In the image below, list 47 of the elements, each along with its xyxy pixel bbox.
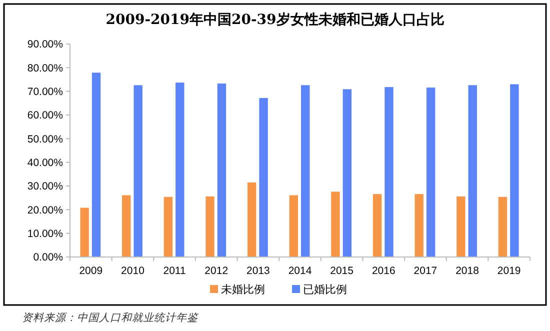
y-tick-label: 70.00% xyxy=(27,86,63,98)
bar xyxy=(122,195,131,257)
x-tick-label: 2012 xyxy=(204,265,228,277)
bar xyxy=(498,196,508,257)
y-tick-label: 50.00% xyxy=(27,133,63,146)
x-tick-label: 2009 xyxy=(79,265,103,277)
bar xyxy=(217,84,226,257)
chart-title: 2009-2019年中国20-39岁女性未婚和已婚人口占比 xyxy=(106,12,444,28)
y-tick-label: 90.00% xyxy=(27,38,63,51)
bar xyxy=(468,85,477,257)
bar xyxy=(414,194,424,257)
x-tick-label: 2010 xyxy=(121,265,145,277)
bar xyxy=(134,85,142,257)
bar xyxy=(176,82,184,257)
x-tick-label: 2019 xyxy=(497,265,521,277)
bar xyxy=(206,196,214,257)
bar xyxy=(301,85,310,257)
bar xyxy=(372,194,382,257)
x-tick-label: 2018 xyxy=(456,265,480,277)
bar xyxy=(259,98,268,257)
x-tick-label: 2016 xyxy=(372,265,396,277)
y-tick-label: 80.00% xyxy=(27,62,63,74)
x-tick-label: 2017 xyxy=(414,265,438,277)
y-tick-label: 20.00% xyxy=(27,204,63,216)
x-tick-label: 2014 xyxy=(288,265,312,277)
bar xyxy=(80,208,89,257)
y-tick-label: 60.00% xyxy=(27,110,63,122)
bar xyxy=(426,88,436,257)
bar xyxy=(456,196,466,257)
y-tick-label: 0.00% xyxy=(33,252,63,264)
x-tick-label: 2013 xyxy=(246,265,270,277)
bar xyxy=(164,196,173,257)
bar xyxy=(342,89,352,257)
bar xyxy=(247,182,256,257)
legend-label: 已婚比例 xyxy=(303,283,347,296)
x-tick-label: 2011 xyxy=(163,265,186,277)
text: 资料来源：中国人口和就业统计年鉴 xyxy=(22,312,199,324)
y-tick-label: 10.00% xyxy=(27,228,63,240)
x-tick-label: 2015 xyxy=(330,265,354,277)
y-tick-label: 30.00% xyxy=(27,180,63,193)
bar xyxy=(384,87,394,257)
bar xyxy=(510,84,519,257)
y-tick-label: 40.00% xyxy=(27,157,63,170)
bar xyxy=(92,72,101,257)
bar xyxy=(289,195,298,257)
bar xyxy=(331,192,340,257)
legend-label: 未婚比例 xyxy=(221,283,265,296)
